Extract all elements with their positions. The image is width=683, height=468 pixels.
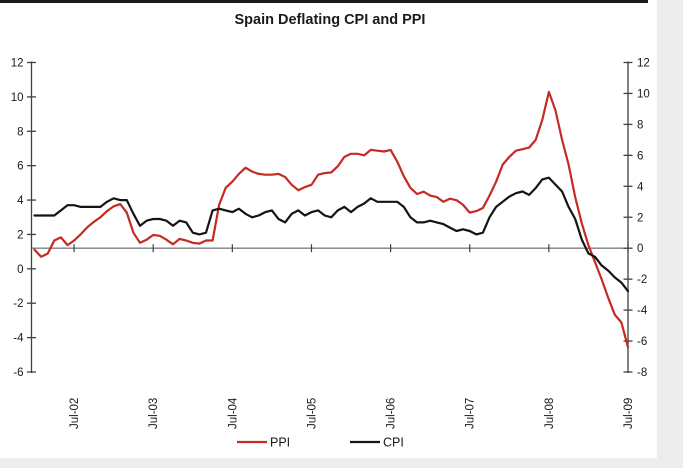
left-axis-tick-label: 4 [17,195,24,207]
left-axis-tick-label: -4 [13,333,24,345]
x-axis-tick-label: Jul-05 [306,398,318,429]
left-axis-tick-label: 6 [17,161,23,173]
left-axis-tick-label: 12 [11,58,24,70]
right-axis-tick-label: 12 [637,58,650,70]
left-axis-tick-label: 2 [17,229,23,241]
right-axis-tick-label: 6 [637,150,643,162]
legend-label-cpi: CPI [383,436,404,450]
right-axis-tick-label: 8 [637,119,643,131]
x-axis-tick-label: Jul-02 [69,398,81,429]
right-axis-tick-label: -4 [637,305,648,317]
top-border-line [0,0,648,3]
left-axis-tick-label: -6 [13,367,23,379]
x-axis-tick-label: Jul-08 [544,398,556,429]
right-axis-tick-label: -8 [637,367,647,379]
chart-title: Spain Deflating CPI and PPI [235,12,426,28]
right-axis-tick-label: 10 [637,88,650,100]
right-gray-band [657,0,683,468]
right-axis-tick-label: 2 [637,212,643,224]
left-axis-tick-label: 8 [17,126,23,138]
legend-label-ppi: PPI [270,436,290,450]
x-axis-tick-label: Jul-03 [148,398,160,429]
left-axis-tick-label: 10 [11,92,24,104]
x-axis-tick-label: Jul-06 [386,398,398,429]
right-axis-tick-label: -6 [637,336,647,348]
x-axis-tick-label: Jul-04 [227,397,239,429]
right-axis-tick-label: 4 [637,181,644,193]
right-axis-tick-label: -2 [637,274,647,286]
left-axis-tick-label: 0 [17,264,23,276]
x-axis-tick-label: Jul-09 [623,398,635,429]
x-axis-tick-label: Jul-07 [465,398,477,429]
series-line-ppi [33,90,630,349]
bottom-gray-band [0,458,683,468]
series-line-cpi [33,176,630,293]
left-axis-tick-label: -2 [13,298,23,310]
right-axis-tick-label: 0 [637,243,643,255]
